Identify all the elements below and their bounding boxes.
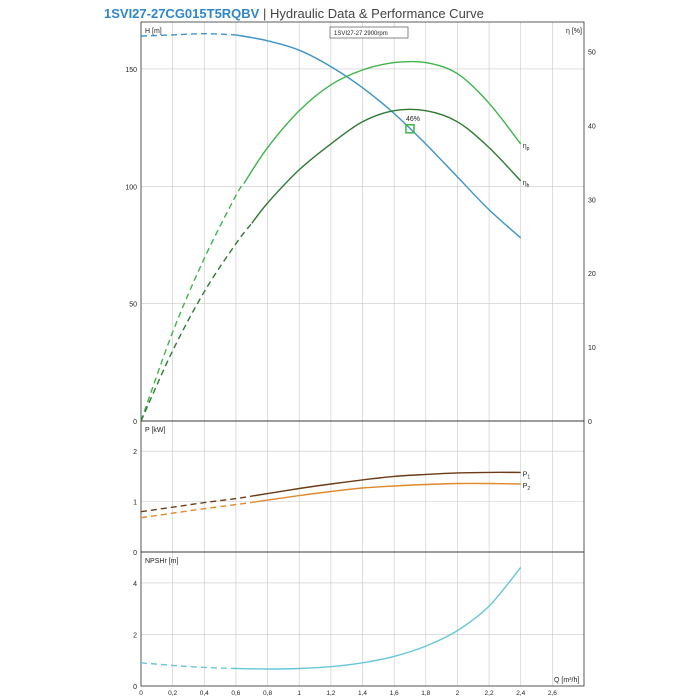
- y-axis-label-npsh: NPSHr [m]: [145, 558, 179, 565]
- x-tick-label: 0,4: [200, 690, 209, 697]
- x-tick-label: 1,8: [421, 690, 430, 697]
- series-label-ηh: ηh: [523, 180, 530, 189]
- x-tick-label: 2,6: [548, 690, 557, 697]
- panel-frame: [140, 551, 585, 687]
- series-label-P1: P1: [523, 471, 531, 480]
- y-tick-label-power: 0: [133, 550, 137, 557]
- series-ηp-solid: [243, 60, 522, 184]
- series-NPSHr-solid: [235, 567, 522, 670]
- series-P1-dashed: [140, 495, 252, 513]
- y-tick-label-npsh: 2: [133, 632, 137, 639]
- series-H-dashed: [140, 32, 236, 37]
- series-P2-solid: [251, 482, 521, 504]
- x-tick-label: 2,2: [485, 690, 494, 697]
- x-axis-label-flow: Q [m³/h]: [554, 677, 579, 684]
- x-tick-label: 1,2: [326, 690, 335, 697]
- x-tick-label: 1,4: [358, 690, 367, 697]
- x-tick-label: 1: [297, 690, 301, 697]
- y-tick-label-power: 2: [133, 449, 137, 456]
- series-P1-solid: [251, 471, 521, 497]
- curve-label-box: [329, 26, 409, 39]
- y-tick-label-power: 1: [133, 500, 137, 507]
- page-subtitle: Hydraulic Data & Performance Curve: [270, 6, 484, 21]
- page-header: 1SVI27-27CG015T5RQBV | Hydraulic Data & …: [104, 6, 484, 22]
- y-axis-label-power: P [kW]: [145, 427, 166, 434]
- y-tick-label-head: 0: [133, 419, 137, 426]
- x-tick-label: 0: [139, 690, 143, 697]
- x-tick-label: 0,6: [231, 690, 240, 697]
- y-axis-label-head: H [m]: [145, 28, 162, 35]
- y-tick-label-head: 150: [125, 67, 137, 74]
- y-axis-label-efficiency: η [%]: [566, 28, 582, 35]
- x-tick-label: 1,6: [390, 690, 399, 697]
- x-tick-label: 0,2: [168, 690, 177, 697]
- y-tick-label-head: 100: [125, 184, 137, 191]
- series-label-P2: P2: [523, 483, 531, 492]
- series-P2-dashed: [140, 501, 252, 519]
- duty-point-marker: [405, 124, 415, 134]
- x-tick-label: 2: [456, 690, 460, 697]
- y-tick-label-efficiency: 0: [588, 419, 592, 426]
- y-tick-label-head: 50: [129, 302, 137, 309]
- series-NPSHr-dashed: [140, 662, 236, 670]
- model-name: 1SVI27-27CG015T5RQBV: [104, 6, 260, 21]
- y-tick-label-efficiency: 50: [588, 50, 596, 57]
- series-ηh-solid: [251, 108, 522, 224]
- y-tick-label-npsh: 4: [133, 581, 137, 588]
- x-tick-label: 2,4: [516, 690, 525, 697]
- series-ηp-dashed: [140, 183, 245, 422]
- curve-label-text: 1SVI27-27 2900rpm: [334, 31, 388, 37]
- x-tick-label: 0,8: [263, 690, 272, 697]
- series-ηh-dashed: [140, 222, 253, 422]
- duty-point-label: 46%: [406, 116, 420, 123]
- y-tick-label-efficiency: 20: [588, 271, 596, 278]
- series-label-ηp: ηp: [523, 143, 530, 152]
- y-tick-label-npsh: 0: [133, 684, 137, 691]
- y-tick-label-efficiency: 40: [588, 123, 596, 130]
- y-tick-label-efficiency: 10: [588, 345, 596, 352]
- header-separator: |: [262, 6, 267, 21]
- y-tick-label-efficiency: 30: [588, 197, 596, 204]
- series-H-solid: [235, 34, 522, 239]
